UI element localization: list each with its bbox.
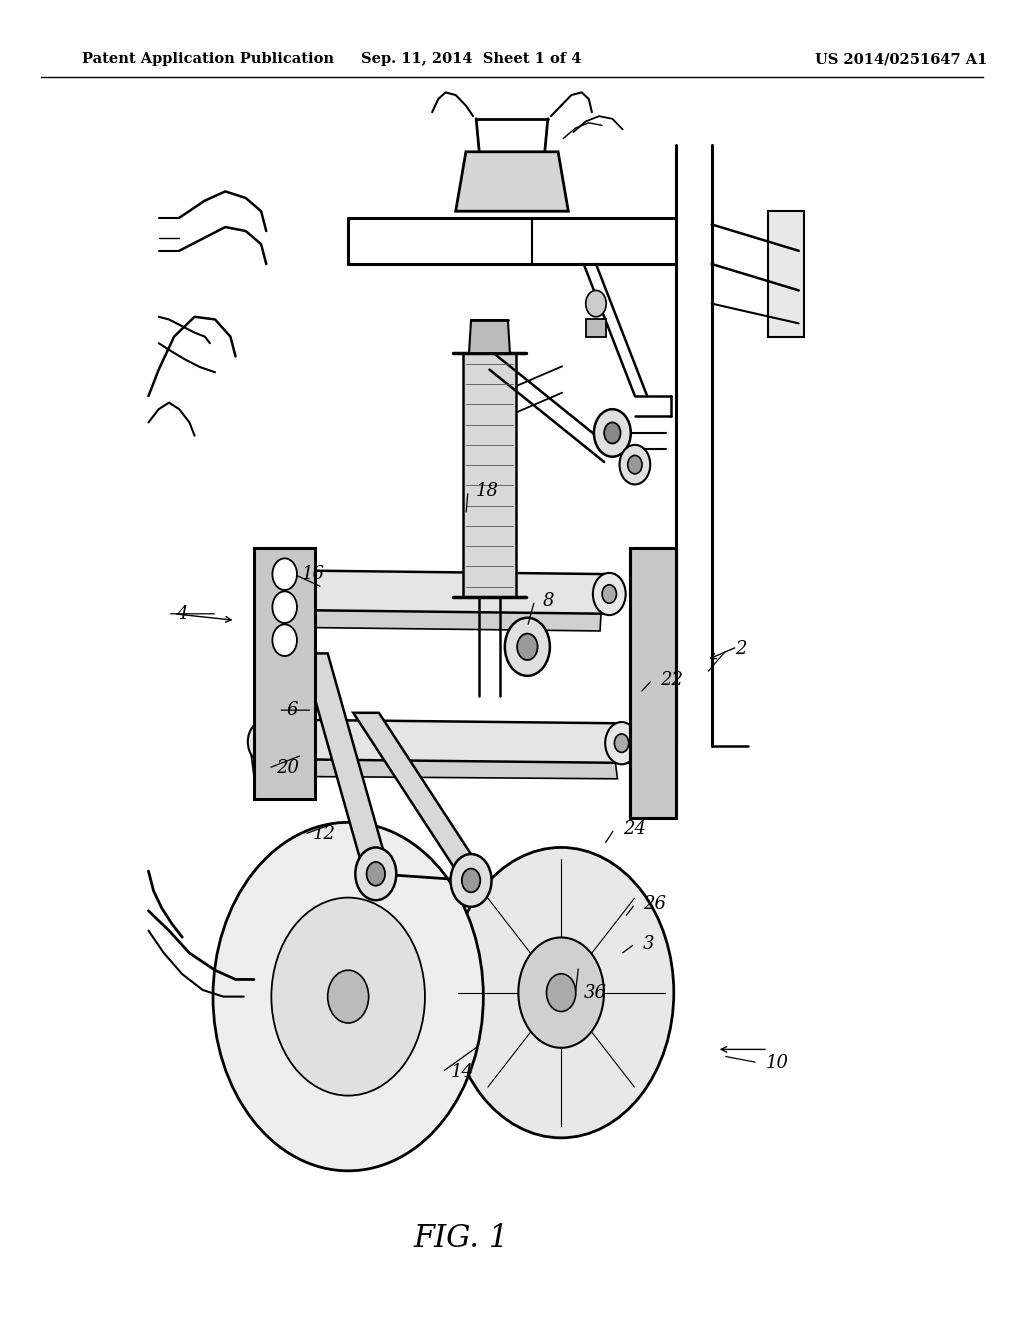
Circle shape [505,618,550,676]
Text: 26: 26 [643,895,666,913]
Polygon shape [254,548,315,799]
Circle shape [462,869,480,892]
Text: Patent Application Publication: Patent Application Publication [82,53,334,66]
Text: 24: 24 [623,820,645,838]
Polygon shape [469,319,510,352]
Polygon shape [586,319,606,337]
Circle shape [605,722,638,764]
Circle shape [517,634,538,660]
Text: 12: 12 [312,825,335,843]
Polygon shape [262,587,602,631]
Text: 10: 10 [766,1053,788,1072]
Circle shape [586,290,606,317]
Text: US 2014/0251647 A1: US 2014/0251647 A1 [815,53,987,66]
Circle shape [257,733,271,751]
Circle shape [271,898,425,1096]
Text: 20: 20 [276,759,299,777]
Text: 8: 8 [543,591,554,610]
Text: 16: 16 [302,565,325,583]
Text: 36: 36 [584,983,606,1002]
Text: 4: 4 [176,605,187,623]
Text: 18: 18 [476,482,499,500]
Text: 2: 2 [735,640,746,659]
Circle shape [328,970,369,1023]
Circle shape [449,847,674,1138]
Polygon shape [456,152,568,211]
Polygon shape [261,719,630,763]
Polygon shape [274,570,614,614]
Text: 22: 22 [660,671,683,689]
Circle shape [604,422,621,444]
Circle shape [614,734,629,752]
Circle shape [628,455,642,474]
Circle shape [451,854,492,907]
Polygon shape [463,352,516,597]
Text: 14: 14 [451,1063,473,1081]
Circle shape [272,591,297,623]
Circle shape [248,721,281,763]
Polygon shape [302,653,389,871]
Text: 3: 3 [643,935,654,953]
Circle shape [602,585,616,603]
Circle shape [594,409,631,457]
Circle shape [355,847,396,900]
Circle shape [266,581,281,599]
Circle shape [547,974,575,1011]
Text: 6: 6 [287,701,298,719]
Text: Sep. 11, 2014  Sheet 1 of 4: Sep. 11, 2014 Sheet 1 of 4 [360,53,582,66]
Polygon shape [768,211,804,337]
Polygon shape [249,737,617,779]
Polygon shape [353,713,486,878]
Polygon shape [630,548,676,818]
Circle shape [272,558,297,590]
Circle shape [593,573,626,615]
Circle shape [272,624,297,656]
Circle shape [213,822,483,1171]
Circle shape [257,569,290,611]
Circle shape [367,862,385,886]
Circle shape [620,445,650,484]
Circle shape [518,937,604,1048]
Text: FIG. 1: FIG. 1 [413,1222,509,1254]
